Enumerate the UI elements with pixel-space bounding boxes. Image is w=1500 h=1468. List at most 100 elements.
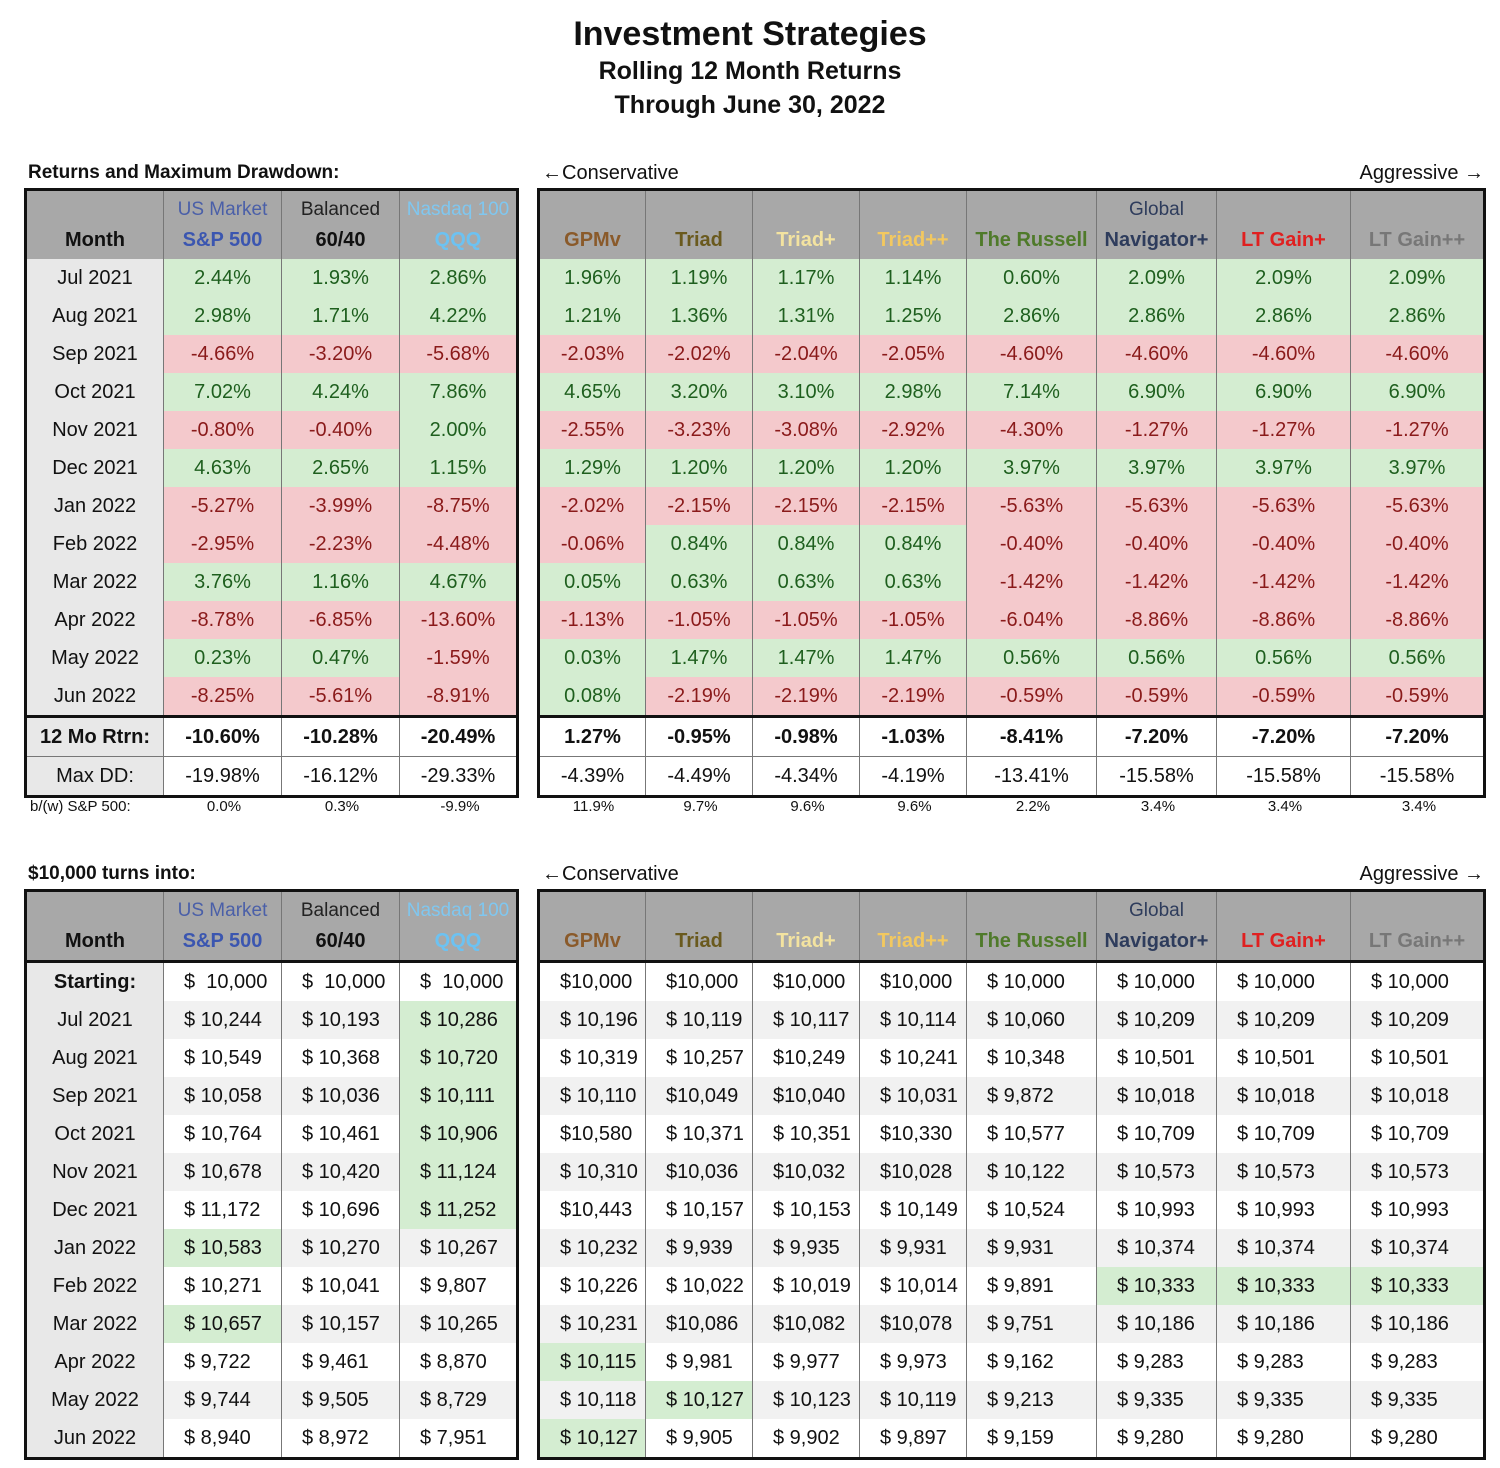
return-cell: -5.63%: [1096, 487, 1217, 525]
return-cell: -1.13%: [538, 601, 646, 639]
dollar-value: $ 10,993: [1371, 1198, 1449, 1221]
growth-cell: $ 9,335: [1216, 1381, 1351, 1419]
table-row: Feb 2022 -2.95% -2.23% -4.48%: [25, 525, 518, 563]
max-drawdown-cell: -15.58%: [1096, 756, 1217, 797]
bw-cell: 9.7%: [683, 798, 718, 815]
twelve-month-return-cell: -20.49%: [399, 715, 518, 757]
max-drawdown-cell: -19.98%: [163, 756, 282, 797]
growth-cell: $ 10,209: [1216, 1001, 1351, 1039]
growth-cell: $ 10,993: [1350, 1191, 1485, 1229]
growth-cell: $ 10,501: [1216, 1039, 1351, 1077]
column-header-top: [540, 896, 645, 926]
return-cell: 0.47%: [281, 639, 400, 677]
return-cell: 6.90%: [1216, 373, 1351, 411]
column-header: US Market S&P 500: [163, 189, 282, 259]
growth-cell: $ 9,461: [281, 1343, 400, 1381]
growth-cell: $ 10,186: [1350, 1305, 1485, 1343]
table-row: Jan 2022 $ 10,583 $ 10,270 $ 10,267: [25, 1229, 518, 1267]
dollar-value: $ 9,981: [666, 1350, 733, 1373]
growth-cell: $ 10,270: [281, 1229, 400, 1267]
growth-cell: $ 10,119: [859, 1381, 967, 1419]
dollar-value: $10,249: [773, 1046, 846, 1069]
returns-table-benchmarks: Month US Market S&P 500 Balanced 60/40 Nasdaq…: [24, 188, 519, 798]
growth-cell: $ 10,524: [966, 1191, 1097, 1229]
dollar-value: $ 10,678: [184, 1160, 262, 1183]
return-cell: -1.27%: [1096, 411, 1217, 449]
return-cell: 2.98%: [163, 297, 282, 335]
return-cell: -13.60%: [399, 601, 518, 639]
return-cell: 2.86%: [399, 259, 518, 297]
dollar-value: $ 10,019: [773, 1274, 851, 1297]
return-cell: -0.59%: [1216, 677, 1351, 717]
dollar-value: $ 10,573: [1117, 1160, 1195, 1183]
growth-cell: $ 10,351: [752, 1115, 860, 1153]
column-header-top: Nasdaq 100: [406, 900, 510, 921]
dollar-value: $ 10,374: [1237, 1236, 1315, 1259]
growth-cell: $ 10,244: [163, 1001, 282, 1039]
return-cell: -4.48%: [399, 525, 518, 563]
table-row: $ 10,196 $ 10,119 $ 10,117 $ 10,114 $ 10,060…: [538, 1001, 1485, 1039]
column-header-name: 60/40: [315, 930, 366, 952]
growth-cell: $ 10,000: [1216, 960, 1351, 1001]
column-header: Nasdaq 100 QQQ: [399, 189, 518, 259]
header-row: Month US Market S&P 500 Balanced 60/40 Nasdaq…: [25, 189, 518, 259]
returns-table-strategies: GPMv Triad Triad+ Triad++ The Russell Glo…: [537, 188, 1486, 798]
return-cell: -1.27%: [1216, 411, 1351, 449]
table-row: $ 10,310 $10,036 $10,032 $10,028 $ 10,122 $ 1…: [538, 1153, 1485, 1191]
return-cell: 0.56%: [966, 639, 1097, 677]
dollar-value: $ 10,118: [560, 1388, 637, 1411]
dollar-value: $10,040: [773, 1084, 846, 1107]
growth-cell: $10,330: [859, 1115, 967, 1153]
growth-cell: $ 10,271: [163, 1267, 282, 1305]
growth-cell: $ 8,972: [281, 1419, 400, 1459]
dollar-value: $ 10,186: [1237, 1312, 1315, 1335]
column-header-name: Navigator+: [1104, 229, 1209, 251]
growth-cell: $ 10,231: [538, 1305, 646, 1343]
return-cell: -1.05%: [645, 601, 753, 639]
dollar-value: $ 10,114: [880, 1008, 957, 1031]
return-cell: 0.60%: [966, 259, 1097, 297]
page-title: Investment Strategies: [573, 15, 927, 53]
growth-cell: $ 10,014: [859, 1267, 967, 1305]
growth-cell: $ 10,265: [399, 1305, 518, 1343]
dollar-value: $ 10,157: [666, 1198, 744, 1221]
max-drawdown-cell: -4.49%: [645, 756, 753, 797]
return-cell: -2.23%: [281, 525, 400, 563]
dollar-value: $ 9,159: [987, 1426, 1054, 1449]
max-drawdown-label: Max DD:: [25, 756, 164, 797]
growth-cell: $ 9,981: [645, 1343, 753, 1381]
growth-cell: $10,040: [752, 1077, 860, 1115]
growth-cell: $ 10,019: [752, 1267, 860, 1305]
return-cell: -1.05%: [752, 601, 860, 639]
month-cell: Sep 2021: [25, 335, 164, 373]
return-cell: 1.21%: [538, 297, 646, 335]
twelve-month-return-cell: -7.20%: [1216, 715, 1351, 757]
month-cell: Apr 2022: [25, 601, 164, 639]
dollar-value: $ 10,110: [560, 1084, 637, 1107]
dollar-value: $ 10,115: [560, 1350, 637, 1373]
dollar-value: $ 10,000: [420, 970, 504, 993]
return-cell: -2.55%: [538, 411, 646, 449]
month-cell: Jun 2022: [25, 1419, 164, 1459]
column-header: GPMv: [538, 189, 646, 259]
growth-cell: $ 8,870: [399, 1343, 518, 1381]
column-header-name: 60/40: [315, 229, 366, 251]
growth-cell: $ 10,333: [1216, 1267, 1351, 1305]
growth-cell: $10,000: [752, 960, 860, 1001]
column-header-name: The Russell: [975, 930, 1088, 952]
growth-cell: $ 10,573: [1096, 1153, 1217, 1191]
growth-cell: $ 9,931: [859, 1229, 967, 1267]
dollar-value: $ 10,244: [184, 1008, 262, 1031]
return-cell: 1.15%: [399, 449, 518, 487]
dollar-value: $ 11,172: [184, 1198, 261, 1221]
dollar-value: $ 9,283: [1117, 1350, 1184, 1373]
bw-label: b/(w) S&P 500:: [30, 798, 131, 815]
column-header-top: [754, 195, 859, 225]
aggressive-label: Aggressive →: [1359, 162, 1485, 184]
table-row: Dec 2021 4.63% 2.65% 1.15%: [25, 449, 518, 487]
table-row: Oct 2021 7.02% 4.24% 7.86%: [25, 373, 518, 411]
return-cell: 2.65%: [281, 449, 400, 487]
growth-cell: $ 10,018: [1350, 1077, 1485, 1115]
growth-cell: $ 10,122: [966, 1153, 1097, 1191]
return-cell: -8.25%: [163, 677, 282, 717]
